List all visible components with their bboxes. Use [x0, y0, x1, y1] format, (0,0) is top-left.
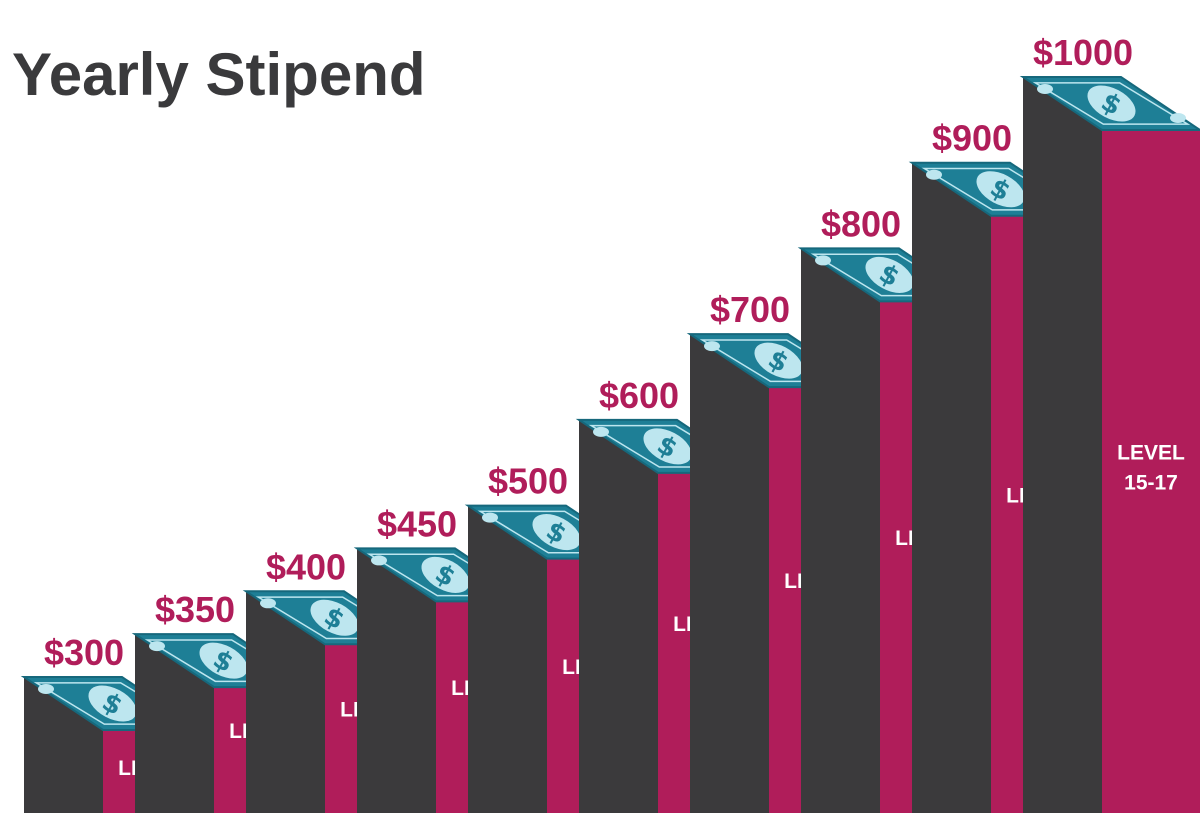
bill-border	[1032, 82, 1191, 125]
bill-seal	[482, 512, 498, 523]
bill-medallion	[754, 342, 803, 379]
level-prefix-label: LEVEL	[1117, 442, 1185, 465]
bill-medallion	[532, 514, 581, 551]
bar-side-face	[357, 548, 436, 813]
bar-side-face	[801, 248, 880, 813]
value-label-12: $700	[710, 289, 790, 330]
bar-side-face	[468, 505, 547, 813]
bill-seal	[1037, 84, 1053, 94]
value-label-8: $400	[266, 546, 346, 587]
bar-side-face	[246, 591, 325, 813]
bill-seal	[371, 555, 387, 566]
bill-medallion	[88, 685, 137, 722]
bill-medallion	[310, 599, 359, 636]
bill-medallion	[976, 171, 1025, 208]
bar-side-face	[579, 419, 658, 813]
value-label-7: $350	[155, 589, 235, 630]
bill-seal	[704, 341, 720, 352]
bill-seal	[1170, 113, 1186, 123]
bar-side-face	[24, 677, 103, 813]
value-label-11: $600	[599, 375, 679, 416]
bar-side-face	[912, 162, 991, 813]
bars-group: $$300LEVEL1-6$$350LEVEL7$$400LEVEL8$$450…	[20, 32, 1200, 813]
value-label-10: $500	[488, 461, 568, 502]
bill-medallion	[199, 642, 248, 679]
bill-medallion	[643, 428, 692, 465]
value-label-13: $800	[821, 203, 901, 244]
bar-side-face	[1023, 77, 1102, 813]
bill-medallion	[865, 256, 914, 293]
bill-seal	[926, 169, 942, 180]
bill-medallion	[421, 556, 470, 593]
bar-front-face	[1102, 130, 1200, 813]
bill-seal	[260, 598, 276, 609]
value-label-1-6: $300	[44, 632, 124, 673]
bar-side-face	[135, 634, 214, 813]
chart-title: Yearly Stipend	[12, 41, 426, 108]
bill-seal	[815, 255, 831, 266]
bar-side-face	[690, 334, 769, 813]
value-label-14: $900	[932, 118, 1012, 159]
bill-seal	[38, 684, 54, 694]
value-label-15-17: $1000	[1033, 32, 1133, 73]
bill-seal	[149, 641, 165, 652]
bill-medallion	[1087, 85, 1136, 122]
bill-seal	[593, 426, 609, 437]
level-label-15-17: 15-17	[1124, 472, 1178, 495]
value-label-9: $450	[377, 503, 457, 544]
